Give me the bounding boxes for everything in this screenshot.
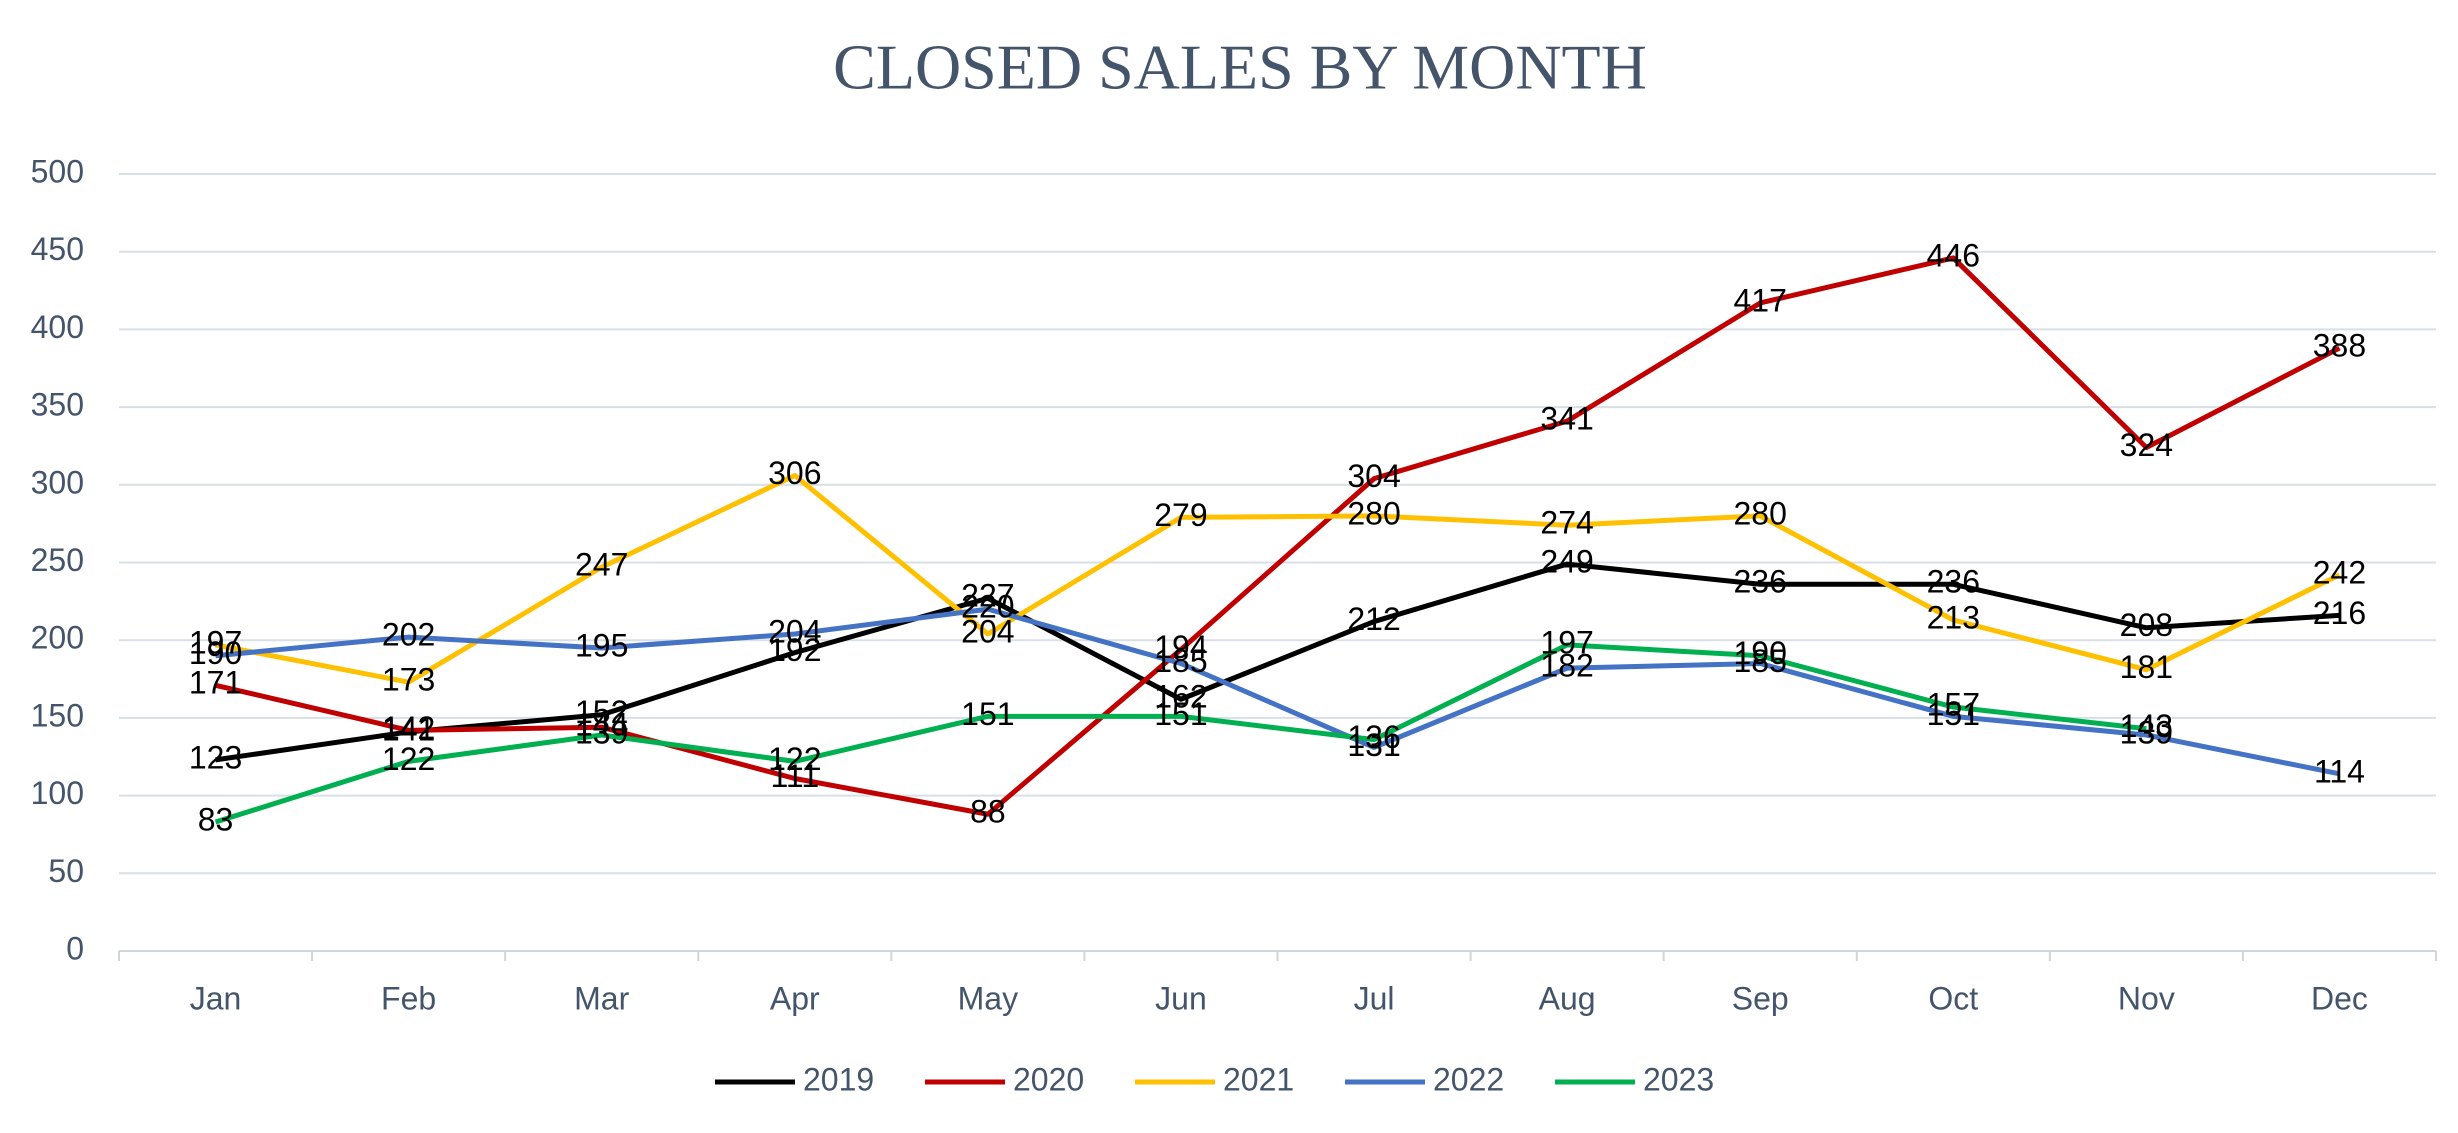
data-label: 341 (1540, 401, 1593, 437)
data-label: 280 (1734, 495, 1787, 531)
x-tick-label: Jan (190, 980, 242, 1016)
data-label: 114 (2314, 753, 2365, 789)
series-line (214, 642, 2147, 825)
x-tick-label: Jun (1155, 980, 1207, 1016)
data-label: 192 (768, 632, 821, 668)
data-label: 190 (1734, 635, 1787, 671)
data-label: 197 (1540, 624, 1593, 660)
data-label: 197 (189, 624, 242, 660)
data-label: 242 (2313, 554, 2366, 590)
data-label: 139 (2120, 714, 2173, 750)
data-label: 151 (1154, 696, 1207, 732)
data-label: 388 (2313, 328, 2366, 364)
x-tick-label: May (958, 980, 1018, 1016)
data-label: 151 (961, 696, 1014, 732)
y-tick-label: 350 (31, 387, 84, 423)
series-line (215, 472, 2341, 685)
data-label: 195 (575, 627, 628, 663)
data-label: 139 (575, 714, 628, 750)
data-label: 111 (770, 758, 819, 794)
data-label: 122 (382, 741, 435, 777)
legend-label: 2021 (1223, 1061, 1294, 1097)
x-tick-label: Oct (1928, 980, 1978, 1016)
x-tick-label: Aug (1539, 980, 1596, 1016)
data-label: 220 (961, 589, 1014, 625)
data-label: 143 (2120, 708, 2173, 744)
data-label: 152 (575, 694, 628, 730)
legend-label: 2022 (1433, 1061, 1504, 1097)
data-label: 131 (1347, 727, 1400, 763)
data-label: 185 (1734, 643, 1787, 679)
data-label: 213 (1927, 599, 1980, 635)
data-label: 417 (1734, 282, 1787, 318)
data-label: 279 (1154, 497, 1207, 533)
data-label: 144 (575, 707, 628, 743)
x-tick-label: Feb (381, 980, 436, 1016)
data-label: 274 (1540, 505, 1593, 541)
data-label: 123 (189, 739, 242, 775)
data-label: 122 (768, 741, 821, 777)
data-label: 190 (189, 635, 242, 671)
chart-title: CLOSED SALES BY MONTH (833, 32, 1647, 103)
legend-label: 2023 (1643, 1061, 1714, 1097)
data-label: 157 (1927, 686, 1980, 722)
data-label: 204 (961, 613, 1014, 649)
data-label: 83 (198, 801, 234, 837)
data-label: 236 (1927, 564, 1980, 600)
data-label: 249 (1540, 544, 1593, 580)
y-tick-label: 300 (31, 464, 84, 500)
y-tick-label: 250 (31, 542, 84, 578)
y-tick-label: 100 (31, 775, 84, 811)
data-label: 236 (1734, 564, 1787, 600)
data-label: 212 (1347, 601, 1400, 637)
series-line (214, 255, 2341, 817)
data-label: 202 (382, 617, 435, 653)
y-tick-label: 150 (31, 697, 84, 733)
data-label: 227 (961, 578, 1014, 614)
data-label: 247 (575, 547, 628, 583)
data-label: 171 (189, 665, 242, 701)
data-label: 194 (1154, 629, 1207, 665)
data-label: 182 (1540, 648, 1593, 684)
x-tick-label: Sep (1732, 980, 1789, 1016)
x-tick-label: Mar (574, 980, 629, 1016)
data-label: 324 (2120, 427, 2173, 463)
legend-label: 2020 (1013, 1061, 1084, 1097)
series-line (215, 561, 2340, 763)
data-label: 446 (1927, 237, 1980, 273)
data-label: 136 (1347, 719, 1400, 755)
y-tick-label: 500 (31, 153, 84, 189)
y-tick-label: 450 (31, 231, 84, 267)
data-label: 162 (1154, 679, 1207, 715)
data-label: 216 (2313, 595, 2366, 631)
data-label: 151 (1927, 696, 1980, 732)
data-label: 208 (2120, 607, 2173, 643)
data-label: 173 (382, 662, 435, 698)
legend-label: 2019 (803, 1061, 874, 1097)
data-label: 181 (2120, 649, 2173, 685)
data-label: 204 (768, 613, 821, 649)
y-tick-label: 0 (66, 930, 84, 966)
x-tick-label: Jul (1354, 980, 1395, 1016)
data-label: 142 (382, 710, 435, 746)
x-tick-label: Dec (2311, 980, 2368, 1016)
x-tick-label: Nov (2118, 980, 2175, 1016)
y-tick-label: 50 (48, 853, 84, 889)
data-label: 141 (382, 711, 435, 747)
series-line (215, 606, 2340, 777)
x-tick-label: Apr (770, 980, 820, 1016)
data-label: 304 (1347, 458, 1400, 494)
data-label: 88 (970, 794, 1006, 830)
data-label: 280 (1347, 495, 1400, 531)
data-label: 306 (768, 455, 821, 491)
y-tick-label: 200 (31, 620, 84, 656)
data-label: 185 (1154, 643, 1207, 679)
y-tick-label: 400 (31, 309, 84, 345)
